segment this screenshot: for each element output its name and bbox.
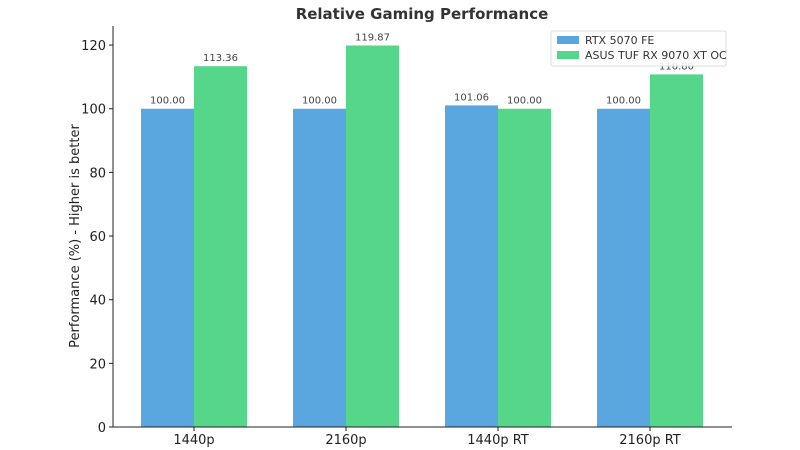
bar-series-2-3	[498, 108, 551, 427]
bar-series-1-2	[293, 108, 346, 427]
x-tick-label: 1440p	[173, 433, 214, 448]
bars-layer	[141, 45, 703, 428]
y-tick-label: 120	[81, 39, 106, 54]
legend: RTX 5070 FE ASUS TUF RX 9070 XT OC	[550, 30, 727, 67]
bar-series-2-4	[650, 74, 703, 427]
bar-series-2-2	[346, 45, 399, 427]
data-label: 110.80	[659, 61, 694, 72]
data-label: 100.00	[150, 96, 185, 107]
y-tick-label: 80	[89, 166, 106, 181]
data-label: 100.00	[507, 96, 542, 107]
y-tick-label: 100	[81, 103, 106, 118]
y-tick-label: 0	[98, 421, 106, 436]
y-axis-label: Performance (%) - Higher is better	[68, 124, 83, 348]
legend-swatch	[557, 36, 579, 44]
chart-title: Relative Gaming Performance	[296, 5, 549, 23]
legend-label: RTX 5070 FE	[585, 34, 654, 47]
legend-box	[550, 30, 727, 67]
data-label: 101.06	[454, 92, 489, 103]
data-label: 119.87	[355, 33, 390, 44]
bar-series-1-3	[445, 105, 498, 427]
y-tick-label: 20	[89, 357, 106, 372]
x-tick-label: 2160p RT	[619, 433, 681, 448]
data-label: 100.00	[606, 96, 641, 107]
labels-layer: 100.00 113.36 100.00 119.87 101.06 100.00 100.…	[150, 33, 694, 107]
legend-label: ASUS TUF RX 9070 XT OC	[585, 49, 727, 62]
x-tick-label: 2160p	[325, 433, 366, 448]
bar-series-1-4	[597, 108, 650, 427]
data-label: 113.36	[203, 53, 238, 64]
y-tick-label: 60	[89, 230, 106, 245]
y-tick-label: 40	[89, 294, 106, 309]
data-label: 100.00	[302, 96, 337, 107]
bar-series-1-1	[141, 108, 194, 427]
bar-series-2-1	[194, 66, 247, 428]
legend-swatch	[557, 51, 579, 59]
x-tick-label: 1440p RT	[467, 433, 529, 448]
axes-layer: 1440p 2160p 1440p RT 2160p RT 0 20 40 60 80 100 12…	[81, 26, 732, 448]
